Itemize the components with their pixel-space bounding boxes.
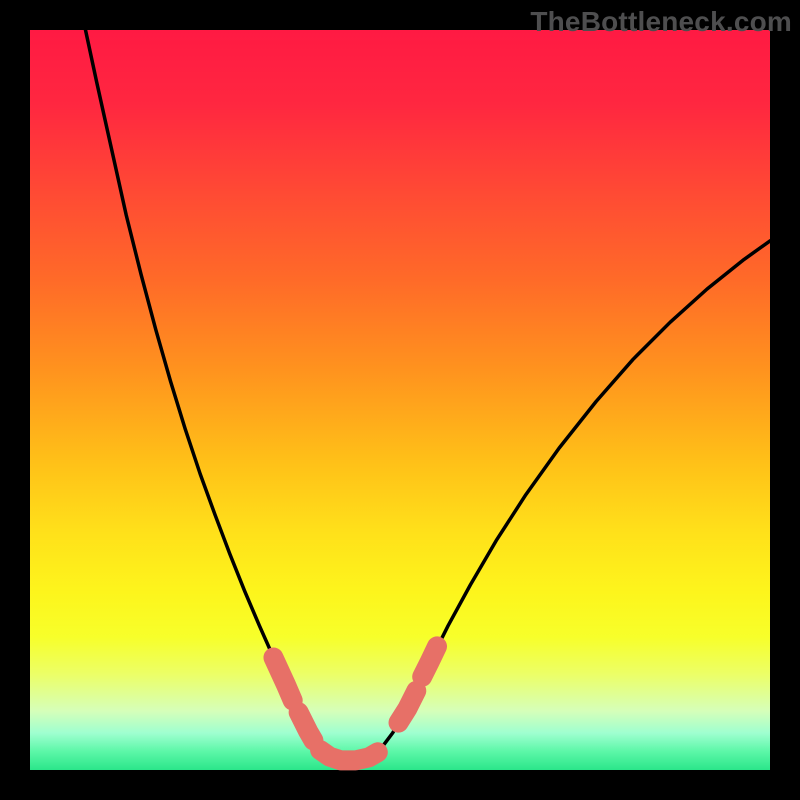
watermark-text: TheBottleneck.com [530, 6, 792, 38]
highlight-segment [422, 646, 437, 676]
highlight-segment [320, 750, 378, 760]
bottleneck-chart [0, 0, 800, 800]
plot-background-gradient [30, 30, 770, 770]
highlight-segment [299, 712, 314, 740]
chart-stage: TheBottleneck.com [0, 0, 800, 800]
